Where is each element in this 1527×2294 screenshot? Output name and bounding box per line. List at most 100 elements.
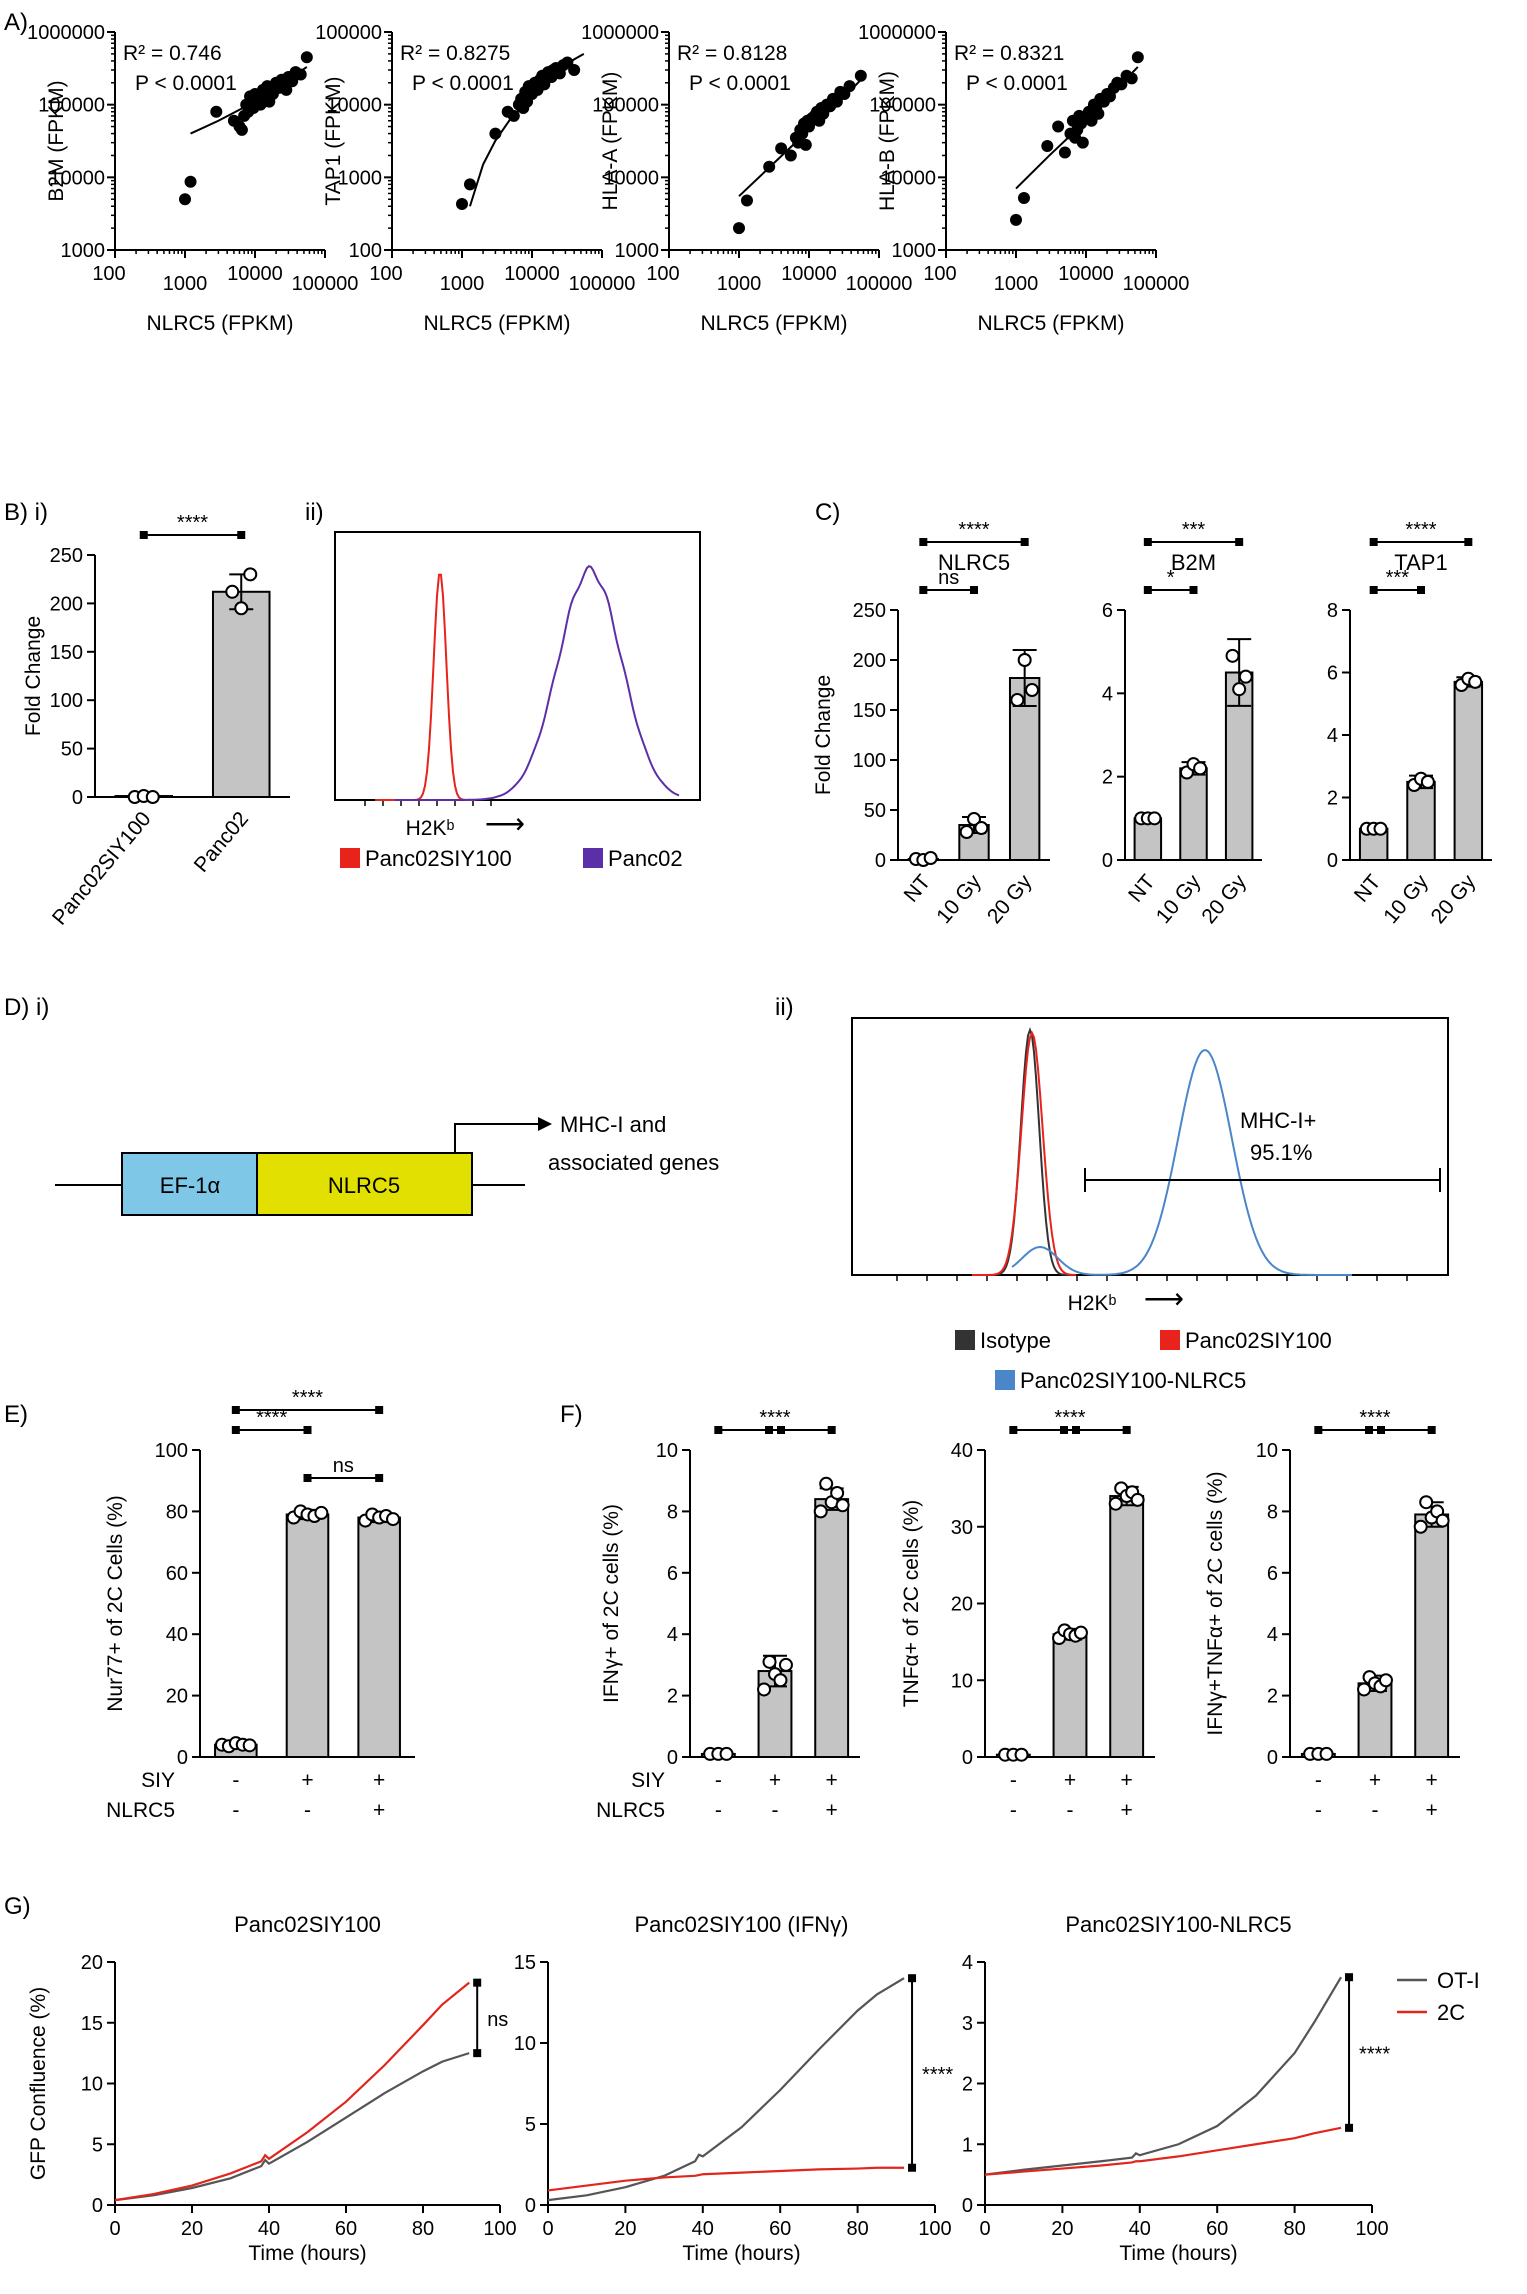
histogram-trace: [972, 1026, 1072, 1276]
significance-end: [827, 1426, 836, 1434]
significance-end: [1369, 538, 1378, 546]
histogram-trace: [972, 1030, 1077, 1276]
panel-label-Bi: B) i): [4, 499, 48, 526]
condition-sign: +: [826, 1769, 838, 1792]
x-tick-label: 40: [692, 2218, 714, 2240]
significance-label: ***: [1182, 519, 1206, 541]
x-tick-label: 100: [646, 263, 679, 285]
condition-sign: +: [1426, 1769, 1438, 1792]
y-tick-label: 10: [1256, 1440, 1278, 1462]
x-tick-label: 0: [542, 2218, 553, 2240]
data-point: [1115, 78, 1128, 91]
significance-mid: [1060, 1426, 1068, 1434]
y-tick-label: 0: [962, 2195, 973, 2217]
panel-label-E: E): [4, 1401, 28, 1428]
gate-percent: 95.1%: [1250, 1140, 1312, 1165]
chart-title: Panc02SIY100 (IFNγ): [635, 1912, 849, 1937]
bar-chart-F3: 0 2 4 6 8 10 IFNγ+TNFα+ of 2C cells (%) - + + - - + *…: [1204, 1407, 1460, 1822]
data-point: [830, 95, 843, 108]
significance-end: [1020, 538, 1029, 546]
y-axis-label: HLA-A (FPKM): [599, 72, 622, 211]
y-tick-label: 8: [1267, 1501, 1278, 1523]
y-tick-label: 4: [1327, 725, 1338, 747]
condition-label: NLRC5: [106, 1799, 175, 1822]
y-tick-label: 100000: [592, 95, 659, 117]
data-point: [1193, 761, 1208, 776]
y-axis-label: GFP Confluence (%): [27, 1987, 50, 2180]
x-tick-label: 0: [109, 2218, 120, 2240]
data-point: [242, 1738, 257, 1753]
legend-swatch-blue: [995, 1370, 1015, 1390]
bar: [211, 590, 271, 798]
significance-label: ****: [1054, 1407, 1085, 1429]
significance-end: [1143, 538, 1152, 546]
legend-label: Isotype: [980, 1328, 1051, 1353]
data-point: [835, 1498, 850, 1513]
y-tick-label: 150: [50, 642, 83, 664]
x-tick-label: 100: [1355, 2218, 1388, 2240]
y-tick-label: 200: [50, 593, 83, 615]
y-tick-label: 250: [50, 545, 83, 567]
p-annotation: P < 0.0001: [689, 72, 791, 95]
data-point: [243, 567, 258, 582]
p-annotation: P < 0.0001: [135, 72, 237, 95]
significance-mid: [1365, 1426, 1373, 1434]
y-tick-label: 5: [92, 2134, 103, 2156]
y-tick-label: 250: [853, 600, 886, 622]
x-tick-label: NT: [1124, 870, 1160, 906]
x-tick-label: 100: [923, 263, 956, 285]
data-point: [719, 1746, 734, 1761]
data-point: [300, 51, 313, 64]
condition-sign: -: [304, 1799, 311, 1822]
data-point: [294, 68, 307, 81]
y-axis-label: B2M (FPKM): [45, 80, 68, 201]
condition-sign: -: [1010, 1799, 1017, 1822]
y-axis-label: IFNγ+ of 2C cells (%): [600, 1504, 623, 1703]
significance-end: [1464, 538, 1473, 546]
legend-label: Panc02SIY100-NLRC5: [1020, 1368, 1246, 1393]
bracket-end: [908, 2163, 917, 2172]
y-tick-label: 0: [962, 1747, 973, 1769]
condition-sign: -: [715, 1799, 722, 1822]
axis-arrow: ⟶: [1144, 1283, 1184, 1314]
data-point: [386, 1512, 401, 1527]
bar-chart-F2: 0 10 20 30 40 TNFα+ of 2C cells (%) - + + - - + ****: [900, 1407, 1155, 1822]
data-point: [286, 75, 299, 88]
bar: [357, 1516, 401, 1759]
x-axis-label: NLRC5 (FPKM): [977, 312, 1124, 335]
bracket-end: [1345, 2123, 1354, 2132]
data-point: [234, 601, 249, 616]
significance-end: [375, 1406, 384, 1414]
x-tick-label: 20: [614, 2218, 636, 2240]
x-tick-label: Panc02SIY100: [48, 807, 156, 929]
data-point: [763, 160, 776, 173]
data-point: [1025, 683, 1040, 697]
data-point: [1010, 213, 1022, 226]
significance-label: ****: [759, 1407, 790, 1429]
bar-chart-Bi: 0 50 100 150 200 250 Fold Change Panc02SIY100 Pa…: [22, 512, 290, 930]
x-tick-label: 20: [1051, 2218, 1073, 2240]
series-line-2C: [547, 2166, 905, 2192]
panel-label-F: F): [560, 1401, 583, 1428]
significance-end: [919, 538, 928, 546]
data-point: [1014, 1747, 1029, 1762]
significance-end: [139, 531, 148, 539]
y-tick-label: 100000: [315, 22, 382, 44]
y-axis-label: Fold Change: [812, 675, 835, 795]
x-axis-label: Time (hours): [682, 2242, 800, 2265]
x-tick-label: 100000: [292, 273, 359, 295]
condition-sign: +: [1369, 1769, 1381, 1792]
data-point: [463, 178, 476, 191]
data-point: [1419, 1495, 1434, 1510]
data-point: [1319, 1746, 1334, 1761]
y-tick-label: 6: [1102, 600, 1113, 622]
y-axis-label: IFNγ+TNFα+ of 2C cells (%): [1204, 1471, 1227, 1735]
x-axis-label: NLRC5 (FPKM): [146, 312, 293, 335]
x-axis-label: Time (hours): [248, 2242, 366, 2265]
significance-mid: [1072, 1426, 1080, 1434]
y-tick-label: 6: [1327, 663, 1338, 685]
